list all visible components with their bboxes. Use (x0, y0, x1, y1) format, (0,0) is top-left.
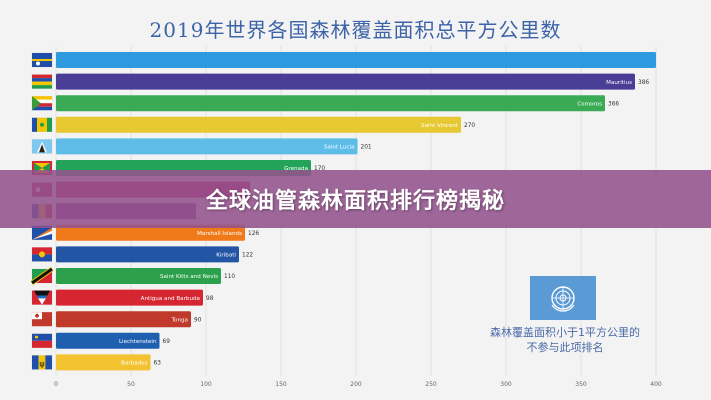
x-tick-label: 200 (350, 381, 362, 388)
overlay-banner: 全球油管森林面积排行榜揭秘 (0, 170, 711, 228)
bar (56, 332, 160, 349)
bar-value-label: 126 (248, 231, 259, 237)
bar-category-label: Saint Vincent (421, 123, 459, 129)
x-tick-label: 0 (54, 381, 58, 388)
bar-value-label: 90 (194, 317, 202, 323)
flag-comoros-icon (31, 95, 53, 111)
bar-value-label: 69 (163, 339, 171, 345)
x-tick-label: 400 (650, 381, 662, 388)
flag-nauru-icon (31, 52, 53, 68)
flag-saint-kitts-icon (30, 266, 54, 286)
bar-value-label: 63 (154, 361, 162, 367)
bar (56, 138, 358, 155)
bar-category-label: Grenada (284, 166, 308, 172)
flag-marshall-islands-icon (31, 225, 53, 241)
flag-tonga-icon (31, 312, 53, 327)
bar-value-label: 270 (464, 123, 475, 129)
bar (56, 95, 605, 112)
bar-value-label: 201 (361, 145, 372, 151)
x-tick-label: 50 (127, 381, 135, 388)
flag-saint-lucia-icon (31, 139, 53, 154)
x-tick-label: 300 (500, 381, 512, 388)
bar (56, 73, 635, 90)
ranking-note: 森林覆盖面积小于1平方公里的 不参与此项排名 (470, 325, 660, 355)
flag-kiribati-icon (31, 247, 53, 262)
bar-category-label: Saint Kitts and Nevis (160, 274, 218, 280)
bar-value-label: 366 (608, 101, 619, 107)
x-axis: 0 50 100 150 200 250 300 350 400 (54, 381, 662, 388)
bar (56, 268, 221, 284)
note-line-2: 不参与此项排名 (526, 341, 604, 354)
bar-value-label: 122 (242, 253, 253, 259)
bar-category-label: Liechtenstein (119, 339, 157, 345)
x-tick-label: 150 (275, 381, 287, 388)
bar-category-label: Antigua and Barbuda (141, 296, 200, 302)
un-logo (530, 276, 596, 320)
chart-title: 2019年世界各国森林覆盖面积总平方公里数 (149, 18, 562, 42)
x-tick-label: 100 (200, 381, 212, 388)
bar-category-label: Comoros (577, 101, 602, 107)
flag-antigua-icon (31, 290, 53, 305)
banner-text: 全球油管森林面积排行榜揭秘 (205, 189, 505, 214)
bar-value-label: 386 (638, 80, 649, 86)
bar-category-label: Mauritius (606, 80, 632, 86)
bar-category-label: Tonga (171, 317, 188, 323)
bars: Mauritius 386 Comoros 366 Saint Vincent 270 Sa… (30, 52, 656, 371)
bar (56, 289, 203, 306)
bar-category-label: Marshall Islands (197, 231, 242, 237)
flag-saint-vincent-icon (31, 117, 53, 133)
bar-value-label: 98 (206, 296, 214, 302)
bar-value-label: 110 (224, 274, 235, 280)
x-tick-label: 350 (575, 381, 587, 388)
bar-value-label: 170 (314, 166, 325, 172)
note-line-1: 森林覆盖面积小于1平方公里的 (490, 326, 640, 339)
flag-liechtenstein-icon (31, 333, 53, 348)
bar (56, 354, 151, 371)
svg-text:ψ: ψ (39, 359, 44, 368)
bar (56, 311, 191, 328)
bar (56, 224, 245, 241)
x-tick-label: 250 (425, 381, 437, 388)
bar (56, 52, 656, 68)
bar-category-label: Kiribati (216, 253, 236, 259)
bar (56, 116, 461, 133)
un-emblem-icon (551, 286, 575, 312)
flag-barbados-icon: ψ (31, 355, 53, 370)
bar-category-label: Barbados (121, 361, 148, 367)
bar-category-label: Saint Lucia (324, 145, 355, 151)
flag-mauritius-icon (31, 74, 53, 89)
bar (56, 246, 239, 263)
